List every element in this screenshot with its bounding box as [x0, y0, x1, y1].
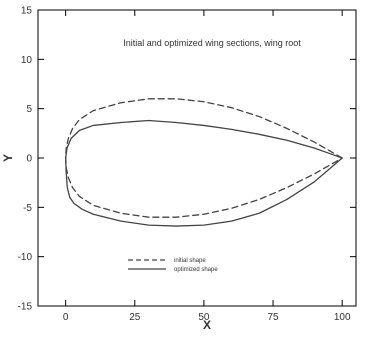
y-tick-label: -15	[18, 302, 33, 313]
y-tick-label: 10	[21, 55, 33, 66]
y-axis-label: Y	[1, 154, 15, 162]
y-tick-label: -10	[18, 252, 33, 263]
y-tick-label: 5	[26, 104, 32, 115]
x-tick-label: 0	[63, 312, 69, 323]
x-tick-label: 25	[129, 312, 141, 323]
y-tick-label: -5	[23, 203, 32, 214]
x-tick-label: 75	[267, 312, 279, 323]
y-tick-label: 0	[26, 154, 32, 165]
x-tick-label: 100	[334, 312, 351, 323]
legend-label-1: optimized shape	[174, 267, 218, 273]
y-tick-label: 15	[21, 6, 33, 17]
series-line-1	[65, 119, 343, 227]
series-line-0	[65, 98, 343, 218]
chart-title: Initial and optimized wing sections, win…	[123, 38, 301, 48]
x-axis-label: X	[203, 318, 211, 332]
legend-label-0: initial shape	[174, 258, 206, 264]
x-tick-label: 50	[198, 312, 210, 323]
